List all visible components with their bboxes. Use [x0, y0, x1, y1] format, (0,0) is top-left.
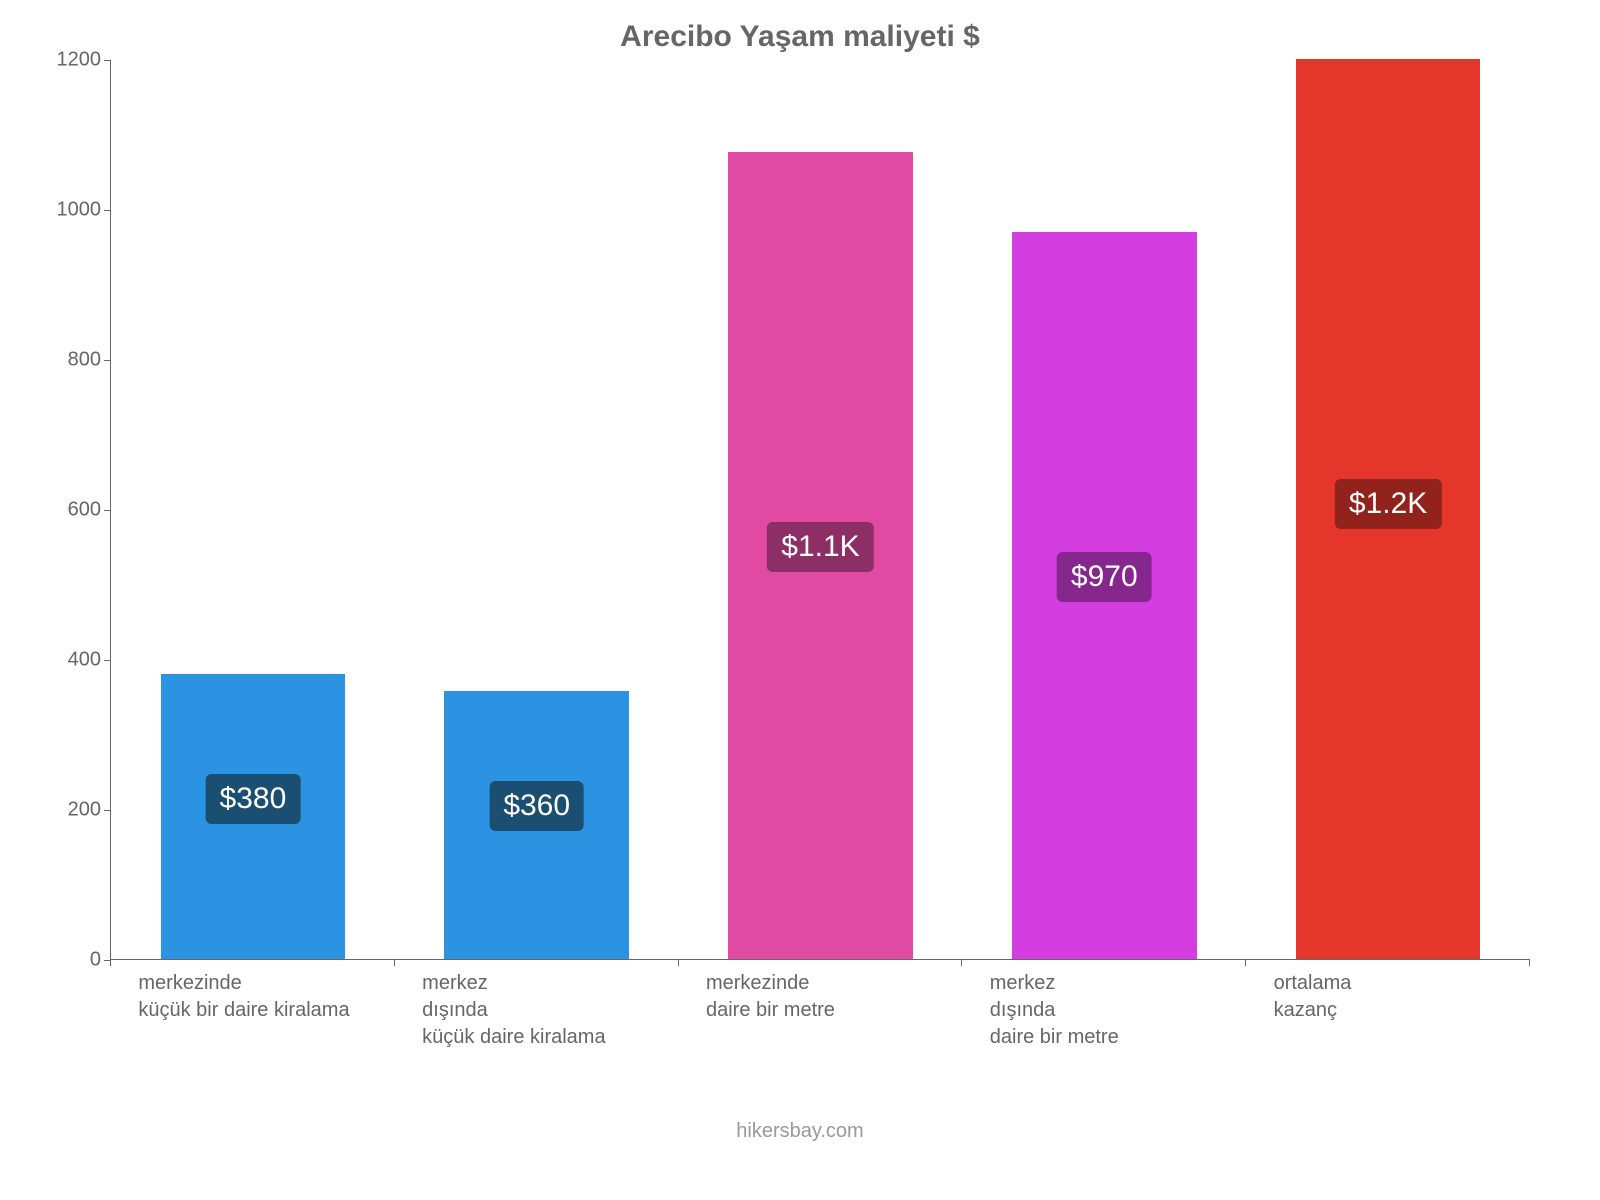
- y-tick-mark: [104, 660, 111, 661]
- bar-value-badge: $360: [489, 781, 584, 831]
- y-tick-mark: [104, 810, 111, 811]
- x-tick-mark: [1245, 959, 1246, 966]
- bar-value-badge: $1.1K: [767, 522, 873, 572]
- x-axis-label: merkezinde küçük bir daire kiralama: [138, 970, 349, 1024]
- y-tick-label: 200: [51, 799, 101, 822]
- x-tick-mark: [961, 959, 962, 966]
- chart-title: Arecibo Yaşam maliyeti $: [40, 20, 1560, 54]
- y-tick-label: 1000: [51, 199, 101, 222]
- y-tick-label: 600: [51, 499, 101, 522]
- y-tick-label: 0: [51, 949, 101, 972]
- bar: $360: [444, 691, 628, 960]
- bar: $970: [1012, 232, 1196, 960]
- bar: $380: [161, 674, 345, 959]
- x-axis-label: ortalama kazanç: [1274, 970, 1352, 1024]
- bar-value-badge: $970: [1057, 552, 1152, 602]
- x-axis-label: merkezinde daire bir metre: [706, 970, 835, 1024]
- y-tick-mark: [104, 60, 111, 61]
- bar: $1.1K: [728, 152, 912, 959]
- plot-area: $380$360$1.1K$970$1.2K 02004006008001000…: [110, 60, 1530, 960]
- x-axis-labels: merkezinde küçük bir daire kiralama merke…: [110, 960, 1530, 1090]
- x-tick-mark: [1529, 959, 1530, 966]
- x-axis-label: merkez dışında daire bir metre: [990, 970, 1119, 1051]
- y-tick-mark: [104, 210, 111, 211]
- bar-value-badge: $1.2K: [1335, 479, 1441, 529]
- y-tick-label: 400: [51, 649, 101, 672]
- y-tick-mark: [104, 510, 111, 511]
- bars-layer: $380 $360 $1.1K $970 $1.2K: [111, 60, 1530, 959]
- y-tick-label: 800: [51, 349, 101, 372]
- cost-of-living-chart: Arecibo Yaşam maliyeti $ $380 $360 $1.1K $9…: [0, 0, 1600, 1200]
- x-tick-mark: [394, 959, 395, 966]
- bar-value-badge: $380: [206, 774, 301, 824]
- x-axis-label: merkez dışında küçük daire kiralama: [422, 970, 605, 1051]
- y-tick-label: 1200: [51, 49, 101, 72]
- x-tick-mark: [678, 959, 679, 966]
- x-tick-mark: [110, 959, 111, 966]
- bar: $1.2K: [1296, 59, 1480, 959]
- attribution-text: hikersbay.com: [40, 1120, 1560, 1143]
- y-tick-mark: [104, 360, 111, 361]
